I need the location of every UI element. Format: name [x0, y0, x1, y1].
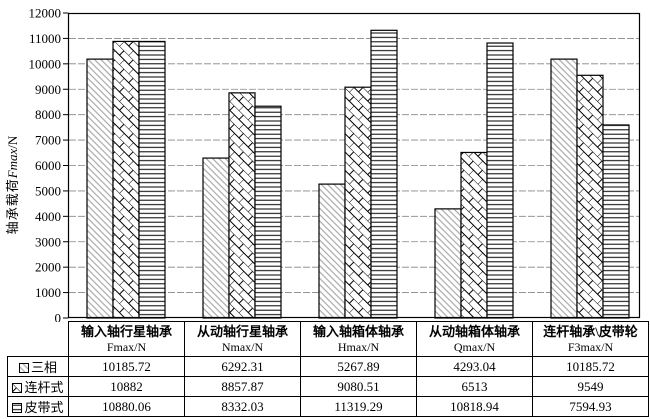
category-name: 从动轴行星轴承: [196, 324, 288, 339]
value-cell: 10185.72: [68, 356, 185, 377]
bar-皮带式-Fmax/N: [138, 40, 166, 319]
bar-皮带式-F3max/N: [602, 124, 630, 319]
y-axis-tick-label: 7000: [35, 133, 61, 148]
series-row-皮带式: 皮带式 10880.06 8332.03 11319.29 10818.94 7594.9…: [7, 396, 649, 417]
category-symbol: F3max/N: [567, 340, 614, 354]
y-axis-tick-label: 5000: [35, 183, 61, 198]
category-header-cell: 从动轴箱体轴承 Qmax/N: [416, 321, 533, 357]
y-axis-title-var: Fmax: [5, 148, 20, 179]
bar-连杆式-Hmax/N: [344, 86, 372, 319]
bar-皮带式-Qmax/N: [486, 42, 514, 319]
category-header-cell: 输入轴箱体轴承 Hmax/N: [300, 321, 417, 357]
category-name: 输入轴行星轴承: [80, 324, 172, 339]
y-axis-tick-label: 11000: [29, 31, 61, 46]
series-label-cell: 皮带式: [7, 396, 69, 417]
y-axis-title-unit: /N: [5, 135, 20, 149]
series-swatch-icon: [12, 403, 23, 413]
category-name: 输入轴箱体轴承: [312, 324, 404, 339]
value-cell: 9080.51: [300, 376, 417, 397]
series-swatch-icon: [12, 383, 23, 393]
value-cell: 10185.72: [532, 356, 649, 377]
bar-连杆式-F3max/N: [576, 74, 604, 319]
y-axis-tick-label: 2000: [35, 260, 61, 275]
category-header-cell: 输入轴行星轴承 Fmax/N: [68, 321, 185, 357]
category-name: 连杆轴承\皮带轮: [543, 324, 638, 339]
y-axis: 0 1000 2000 3000 4000 5000 6000 7000 8000 9000 100…: [29, 6, 69, 323]
y-axis-title-cn: 轴承载荷: [5, 178, 20, 235]
y-axis-tick-label: 0: [55, 311, 62, 323]
value-cell: 4293.04: [416, 356, 533, 377]
bar-三相-Fmax/N: [86, 58, 114, 319]
bar-连杆式-Nmax/N: [228, 92, 256, 319]
category-symbol: Fmax/N: [106, 340, 147, 354]
category-header-cell: 从动轴行星轴承 Nmax/N: [184, 321, 301, 357]
value-cell: 10882: [68, 376, 185, 397]
value-cell: 8857.87: [184, 376, 301, 397]
y-axis-tick-label: 10000: [29, 56, 62, 71]
value-cell: 7594.93: [532, 396, 649, 417]
bar-连杆式-Fmax/N: [112, 40, 140, 319]
series-label-cell: 连杆式: [7, 376, 69, 397]
value-cell: 5267.89: [300, 356, 417, 377]
value-cell: 11319.29: [300, 396, 417, 417]
series-name: 三相: [30, 360, 57, 375]
y-axis-tick-label: 3000: [35, 234, 61, 249]
value-cell: 9549: [532, 376, 649, 397]
value-cell: 8332.03: [184, 396, 301, 417]
value-cell: 10818.94: [416, 396, 533, 417]
y-axis-tick-label: 4000: [35, 209, 61, 224]
category-header-cell: 连杆轴承\皮带轮 F3max/N: [532, 321, 649, 357]
series-name: 连杆式: [24, 380, 64, 395]
y-axis-tick-label: 9000: [35, 82, 61, 97]
bar-三相-Nmax/N: [202, 157, 230, 319]
series-row-三相: 三相 10185.72 6292.31 5267.89 4293.04 10185.72: [7, 356, 649, 377]
plot-border: [67, 12, 641, 319]
table-corner-cell: [8, 322, 69, 357]
category-symbol: Qmax/N: [453, 340, 496, 354]
value-cell: 6292.31: [184, 356, 301, 377]
value-cell: 6513: [416, 376, 533, 397]
series-swatch-icon: [18, 363, 29, 373]
series-label-cell: 三相: [7, 356, 69, 377]
y-axis-tick-label: 6000: [35, 158, 61, 173]
y-axis-tick-label: 12000: [29, 6, 62, 21]
category-symbol: Hmax/N: [337, 340, 380, 354]
bar-连杆式-Qmax/N: [460, 151, 488, 319]
y-axis-tick-label: 8000: [35, 107, 61, 122]
category-symbol: Nmax/N: [221, 340, 264, 354]
bar-chart-plot: 0 1000 2000 3000 4000 5000 6000 7000 8000 9000 100…: [29, 6, 641, 323]
bar-皮带式-Hmax/N: [370, 29, 398, 319]
bar-皮带式-Nmax/N: [254, 105, 282, 319]
category-name: 从动轴箱体轴承: [428, 324, 520, 339]
category-header-row: 输入轴行星轴承 Fmax/N 从动轴行星轴承 Nmax/N 输入轴箱体轴承 Hmax/N 从…: [8, 321, 649, 357]
bar-三相-Hmax/N: [318, 183, 346, 319]
y-axis-title: 轴承载荷Fmax/N: [4, 100, 22, 270]
bar-三相-F3max/N: [550, 58, 578, 319]
series-name: 皮带式: [24, 400, 64, 415]
y-axis-tick-label: 1000: [35, 285, 61, 300]
bar-三相-Qmax/N: [434, 208, 462, 319]
data-table: 输入轴行星轴承 Fmax/N 从动轴行星轴承 Nmax/N 输入轴箱体轴承 Hmax/N 从…: [7, 321, 649, 417]
series-row-连杆式: 连杆式 10882 8857.87 9080.51 6513 9549: [7, 376, 649, 397]
bars: [86, 29, 630, 319]
value-cell: 10880.06: [68, 396, 185, 417]
